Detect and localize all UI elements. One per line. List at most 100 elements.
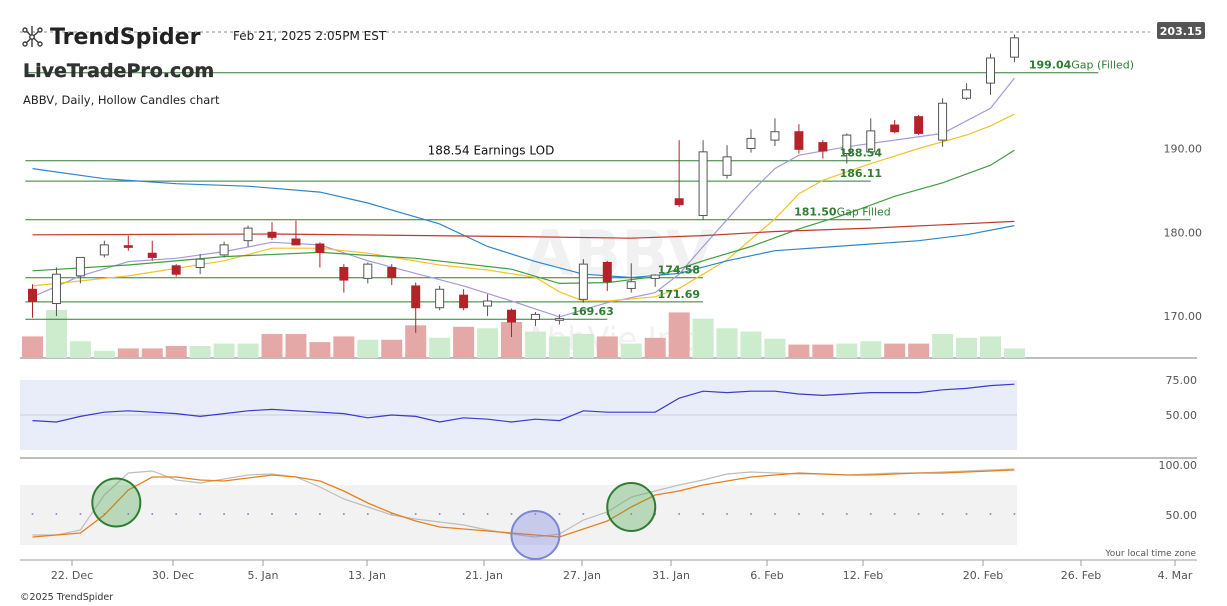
candle-body xyxy=(75,256,85,277)
level-label: 186.11 xyxy=(840,167,882,180)
stoch-midline-dot xyxy=(510,513,513,515)
level-label: 174.58 xyxy=(658,264,700,277)
candle-body xyxy=(363,263,373,279)
stoch-midline-dot xyxy=(342,513,345,515)
crossover-highlight xyxy=(510,510,561,560)
x-tick-label: 27. Jan xyxy=(563,569,601,582)
crossover-highlight xyxy=(91,477,142,528)
trendspider-logo: TrendSpider xyxy=(22,25,201,50)
volume-bar xyxy=(477,328,499,358)
volume-bar xyxy=(165,346,187,358)
candle-body xyxy=(291,238,301,246)
site-watermark: LiveTradePro.com xyxy=(23,60,214,82)
candle-body xyxy=(507,309,516,323)
price-tick-label: 180.00 xyxy=(1164,226,1203,239)
volume-bar xyxy=(69,341,91,358)
stoch-midline-dot xyxy=(127,513,130,515)
stoch-midline-dot xyxy=(247,513,250,515)
volume-bar xyxy=(740,331,762,358)
symbol-watermark: ABBV xyxy=(526,217,714,290)
candle-body xyxy=(650,274,660,279)
timezone-note[interactable]: Your local time zone xyxy=(1104,549,1196,559)
volume-bar xyxy=(381,339,403,358)
x-tick-label: 4. Mar xyxy=(1158,569,1193,582)
candle-body xyxy=(411,285,421,309)
stoch-midline-dot xyxy=(462,513,465,515)
candle-body xyxy=(626,281,636,289)
volume-bar xyxy=(285,334,307,358)
volume-bar xyxy=(572,334,594,358)
stoch-midline-dot xyxy=(845,513,848,515)
moving-average-line xyxy=(32,220,1015,239)
moving-average-line xyxy=(32,77,1015,318)
volume-bar xyxy=(884,343,906,358)
x-tick-label: 22. Dec xyxy=(51,569,93,582)
candle-body xyxy=(483,300,493,307)
moving-averages-layer xyxy=(32,77,1015,318)
x-tick-label: 6. Feb xyxy=(750,569,783,582)
pane-borders xyxy=(20,31,1197,561)
stoch-midline-dot xyxy=(869,513,872,515)
candle-body xyxy=(171,265,181,275)
volume-bar xyxy=(333,336,355,358)
level-label: 188.54 xyxy=(840,147,883,160)
stoch-midline-dot xyxy=(941,513,944,515)
volume-bar xyxy=(932,334,954,358)
level-labels-layer: 199.04Gap (Filled) 188.54 186.11 181.50Gap … xyxy=(428,59,1134,318)
candle-body xyxy=(147,252,157,258)
price-tick-label: 170.00 xyxy=(1164,310,1203,323)
volume-bar xyxy=(620,343,642,358)
volume-bar xyxy=(405,325,427,358)
volume-bar xyxy=(908,343,930,358)
volume-bar xyxy=(93,350,115,358)
candle-body xyxy=(818,142,828,152)
stoch-midline-dot xyxy=(199,513,202,515)
candle-body xyxy=(842,134,852,155)
stoch-midline-dot xyxy=(55,513,58,515)
volume-bar xyxy=(45,310,67,358)
candle-body xyxy=(554,318,564,321)
stoch-midline-dot xyxy=(318,513,321,515)
stoch-tick-label: 100.00 xyxy=(1159,459,1198,472)
candle-body xyxy=(530,313,540,320)
rsi-line xyxy=(32,383,1015,423)
candle-body xyxy=(387,266,397,279)
stoch-midline-dot xyxy=(630,513,633,515)
stoch-midline-dot xyxy=(582,513,585,515)
level-label: 169.63 xyxy=(571,305,613,318)
candle-body xyxy=(986,57,995,84)
stoch-midline-dot xyxy=(558,513,561,515)
volume-bar xyxy=(189,346,211,358)
candle-body xyxy=(51,273,61,305)
stoch-midline-dot xyxy=(750,513,752,515)
volume-bar xyxy=(429,337,451,358)
stoch-midline-dot xyxy=(175,513,178,515)
candle-body xyxy=(866,130,876,153)
stoch-midline-dot xyxy=(702,513,705,515)
stoch-d-line xyxy=(32,469,1015,538)
candle-body xyxy=(99,244,109,256)
candle-body xyxy=(794,131,804,150)
volume-bar xyxy=(117,348,139,358)
moving-average-line xyxy=(32,113,1015,302)
volume-bar xyxy=(980,336,1001,358)
stoch-midline-dot xyxy=(678,513,681,515)
volume-bar xyxy=(237,343,259,358)
candle-body xyxy=(914,116,924,134)
volume-bar xyxy=(956,337,978,358)
candle-body xyxy=(602,261,612,283)
last-price-badge xyxy=(1157,22,1205,39)
stoch-midline-dot xyxy=(271,513,273,515)
x-tick-label: 31. Jan xyxy=(652,569,690,582)
stoch-midline-dot xyxy=(79,513,82,515)
volume-bar xyxy=(836,343,858,358)
volume-layer xyxy=(22,310,1025,358)
volume-bar xyxy=(213,343,235,358)
volume-bar xyxy=(548,336,570,358)
stochastic-layer xyxy=(31,468,1016,560)
volume-bar xyxy=(22,336,43,358)
moving-average-line xyxy=(32,168,1015,279)
volume-bar xyxy=(812,344,834,358)
stoch-midline-dot xyxy=(534,513,537,515)
